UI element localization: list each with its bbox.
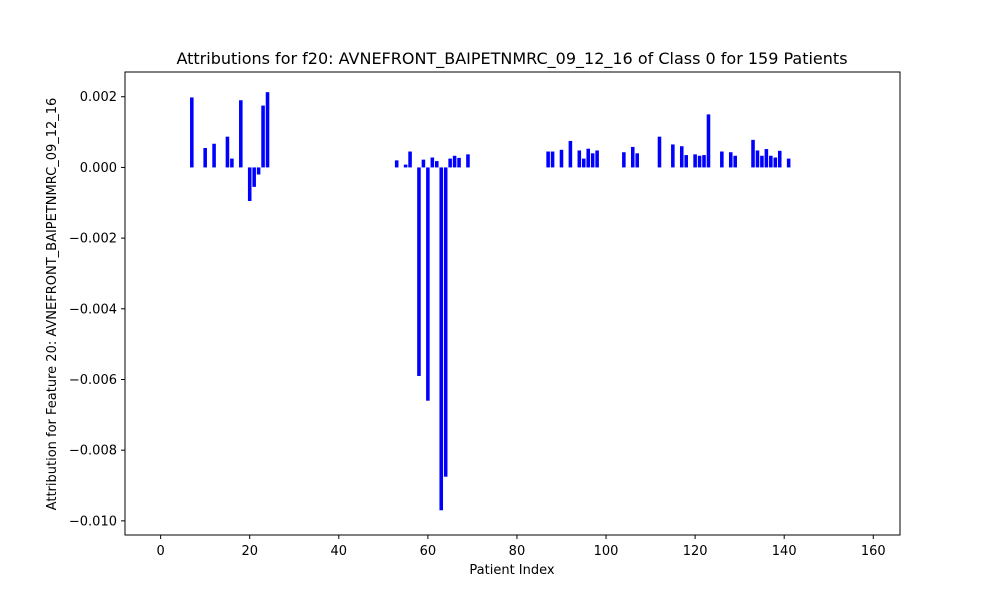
plot-frame: [124, 71, 901, 536]
bar-patient-107: [635, 153, 639, 168]
y-tick-label: −0.004: [69, 302, 117, 317]
bar-patient-59: [421, 159, 426, 168]
bar-patient-104: [622, 152, 626, 168]
y-tick-label: 0.000: [80, 161, 117, 176]
bar-patient-97: [590, 153, 595, 168]
bar-patient-61: [430, 157, 435, 168]
x-tick-label: 120: [683, 544, 708, 559]
bar-patient-117: [679, 146, 684, 168]
bar-patient-15: [225, 136, 230, 168]
bar-patient-121: [697, 155, 702, 168]
bar-patient-69: [466, 154, 470, 168]
bar-patient-10: [203, 147, 207, 168]
bar-patient-24: [265, 92, 270, 168]
bar-patient-67: [457, 157, 461, 168]
x-tick-label: 100: [594, 544, 619, 559]
bar-patient-133: [751, 139, 755, 168]
bar-patient-98: [595, 150, 599, 168]
bar-patient-106: [630, 146, 635, 168]
bar-patient-12: [212, 143, 216, 168]
chart-title: Attributions for f20: AVNEFRONT_BAIPETNM…: [176, 49, 847, 69]
bar-patient-16: [230, 158, 234, 168]
x-tick-label: 0: [156, 544, 164, 559]
bar-patient-66: [452, 155, 457, 168]
bar-patient-56: [408, 151, 412, 168]
bar-patient-129: [733, 155, 737, 168]
bar-patient-58: [417, 167, 421, 376]
bar-patient-115: [671, 144, 675, 168]
bar-patient-128: [728, 152, 733, 168]
bar-patient-65: [448, 158, 452, 168]
bar-patient-63: [439, 167, 444, 511]
y-tick-label: −0.006: [69, 373, 117, 388]
x-tick-label: 20: [241, 544, 258, 559]
bar-patient-126: [720, 151, 724, 168]
bar-patient-122: [702, 155, 706, 168]
bar-patient-22: [256, 167, 261, 175]
bars-layer: [190, 92, 791, 511]
bar-patient-138: [773, 157, 778, 168]
bar-patient-136: [764, 149, 769, 168]
bar-patient-53: [394, 160, 399, 168]
y-tick-label: −0.008: [69, 444, 117, 459]
bar-patient-118: [684, 155, 688, 168]
bar-patient-135: [760, 155, 764, 168]
x-tick-label: 60: [420, 544, 437, 559]
bar-patient-90: [559, 149, 564, 168]
bar-patient-23: [261, 105, 265, 168]
y-axis-label: Attribution for Feature 20: AVNEFRONT_BA…: [45, 98, 60, 511]
bar-patient-120: [693, 154, 697, 168]
bar-patient-87: [546, 151, 550, 168]
bar-patient-92: [568, 140, 573, 168]
bar-patient-18: [239, 100, 243, 168]
bar-patient-112: [657, 136, 662, 168]
y-tick-label: −0.002: [69, 232, 117, 247]
bar-patient-139: [777, 150, 782, 168]
bar-patient-64: [443, 167, 448, 477]
bar-patient-134: [755, 150, 760, 168]
bar-patient-123: [706, 114, 711, 168]
x-axis-label: Patient Index: [469, 563, 554, 578]
x-tick-label: 140: [772, 544, 797, 559]
bar-patient-96: [586, 148, 590, 168]
bar-patient-137: [769, 155, 773, 168]
x-tick-label: 80: [509, 544, 526, 559]
bar-patient-55: [403, 164, 408, 168]
bar-patient-88: [550, 151, 555, 168]
x-axis-ticks: 0 20 40 60 80 100 120 140 160: [156, 535, 886, 559]
x-tick-label: 40: [331, 544, 348, 559]
bar-patient-20: [247, 167, 252, 202]
y-tick-label: 0.002: [80, 90, 117, 105]
x-tick-label: 160: [861, 544, 886, 559]
y-tick-label: −0.010: [69, 514, 117, 529]
bar-patient-141: [786, 158, 791, 168]
y-axis-ticks: 0.002 0.000 −0.002 −0.004 −0.006 −0.008 −0.010: [69, 90, 125, 529]
bar-patient-62: [435, 161, 439, 168]
bar-patient-94: [577, 150, 582, 168]
bar-patient-21: [252, 167, 256, 187]
bar-patient-7: [190, 97, 194, 168]
bar-patient-95: [581, 158, 586, 168]
bar-patient-60: [426, 167, 430, 401]
